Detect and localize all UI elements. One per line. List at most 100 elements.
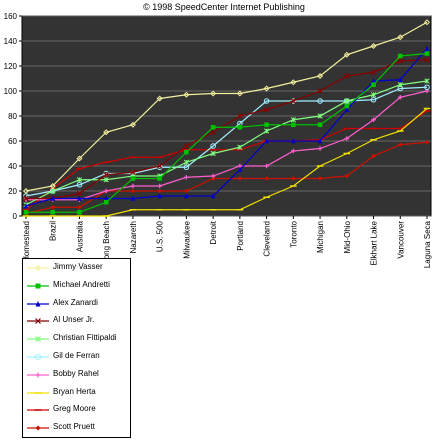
data-point <box>424 84 430 91</box>
data-point <box>210 143 216 149</box>
data-point <box>424 51 430 56</box>
data-point <box>183 91 190 98</box>
y-tick-label: 140 <box>4 37 18 46</box>
series-line <box>25 141 428 215</box>
data-point <box>397 58 403 64</box>
x-tick-label: Detroit <box>209 220 218 244</box>
data-point <box>50 204 56 210</box>
x-tick-label: Toronto <box>289 220 298 247</box>
legend-label: Jimmy Vasser <box>53 262 103 271</box>
legend-label: Alex Zanardi <box>53 297 98 307</box>
legend-swatch <box>27 264 49 272</box>
legend-marker <box>35 336 41 343</box>
data-point <box>371 82 376 88</box>
data-point <box>49 182 56 190</box>
y-tick-label: 120 <box>4 62 18 71</box>
y-tick-label: 40 <box>8 162 17 171</box>
x-tick-label: U.S. 500 <box>156 220 165 252</box>
data-point <box>156 163 163 169</box>
data-point <box>237 113 243 119</box>
data-point <box>263 107 270 113</box>
data-point <box>371 78 376 84</box>
legend-marker <box>35 425 41 431</box>
x-tick-label: Nazareth <box>129 221 138 253</box>
data-point <box>263 98 270 104</box>
data-point <box>130 176 136 181</box>
legend-swatch <box>27 409 49 412</box>
data-point <box>157 176 162 181</box>
legend-label: Bobby Rahel <box>53 368 99 378</box>
data-point <box>371 153 376 159</box>
data-point <box>397 53 403 59</box>
x-tick-label: Homestead <box>22 221 31 262</box>
data-point <box>76 181 83 188</box>
legend-swatch <box>27 336 49 343</box>
data-point <box>371 117 376 123</box>
y-tick-label: 0 <box>13 212 18 221</box>
legend-label: Al Unser Jr. <box>53 315 95 325</box>
legend-item-bryan-herta: Bryan Herta <box>23 385 130 402</box>
data-point <box>317 146 323 151</box>
series-line <box>25 21 428 192</box>
data-point <box>264 163 269 169</box>
data-point <box>210 173 216 179</box>
data-point <box>103 177 109 183</box>
data-point <box>423 19 431 26</box>
data-point <box>210 176 216 181</box>
data-point <box>263 85 270 92</box>
data-point <box>156 95 163 102</box>
legend-label: Christian Fittipaldi <box>53 333 117 343</box>
data-point <box>344 173 350 179</box>
data-point <box>157 188 162 194</box>
series-line <box>25 80 428 206</box>
y-tick-label: 80 <box>8 112 17 121</box>
series-jimmy-vasser <box>22 19 431 195</box>
data-point <box>130 188 136 194</box>
legend-item-michael-andretti: Michael Andretti <box>23 278 130 295</box>
data-point <box>236 90 243 97</box>
legend-item-christian-fittipaldi: Christian Fittipaldi <box>23 331 130 348</box>
data-point <box>291 122 296 128</box>
data-point <box>317 113 323 119</box>
series-lines <box>22 19 431 217</box>
data-point <box>424 57 430 63</box>
data-point <box>263 128 270 134</box>
y-tick-label: 20 <box>8 187 17 196</box>
data-point <box>237 166 243 173</box>
legend-swatch <box>27 300 49 307</box>
data-point <box>157 183 162 189</box>
data-point <box>184 193 189 199</box>
data-point <box>130 195 136 201</box>
legend-item-al-unser-jr: Al Unser Jr. <box>23 313 130 330</box>
data-point <box>22 187 30 195</box>
data-point <box>50 195 56 201</box>
data-point <box>424 45 430 51</box>
data-point <box>290 79 297 86</box>
data-point <box>317 122 323 128</box>
data-point <box>317 88 323 94</box>
data-point <box>210 129 216 135</box>
y-tick-label: 60 <box>8 137 17 146</box>
series-line <box>26 90 428 201</box>
legend-item-gil-de-ferran: Gil de Ferran <box>23 349 130 366</box>
legend-marker <box>35 300 41 307</box>
legend-item-alex-zanardi: Alex Zanardi <box>23 296 130 313</box>
data-point <box>264 122 269 128</box>
data-point <box>291 176 296 181</box>
data-point <box>317 176 323 181</box>
data-point <box>264 176 269 181</box>
data-point <box>237 124 243 130</box>
series-michael-andretti <box>23 51 430 215</box>
data-point <box>23 195 29 202</box>
x-tick-label: Brazil <box>49 221 58 241</box>
legend-marker <box>35 283 41 289</box>
data-point <box>344 98 350 104</box>
legend-marker <box>35 354 41 360</box>
chart-title: © 1998 SpeedCenter Internet Publishing <box>143 2 305 12</box>
data-point <box>210 150 216 157</box>
data-point <box>344 103 350 109</box>
data-point <box>344 136 350 141</box>
data-point <box>77 195 82 201</box>
data-point <box>183 143 190 149</box>
